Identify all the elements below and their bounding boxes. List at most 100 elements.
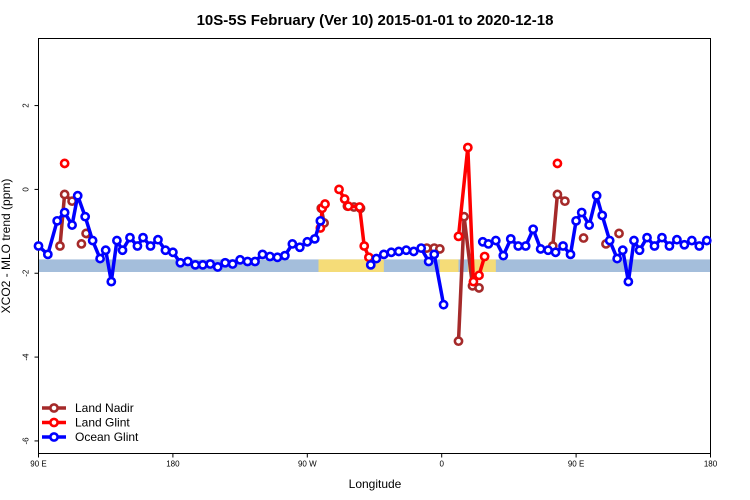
y-tick-label-2: -2 [22,269,31,277]
ocean-glint-point-2-30 [686,235,697,246]
ocean-glint-point-2-10 [550,247,561,258]
ocean-glint-point-0-31 [257,249,268,260]
ocean-glint-point-0-13 [125,232,135,243]
ocean-glint-point-2-3 [498,250,509,261]
land-nadir-point-0-1 [59,189,70,200]
ocean-glint-point-2-20 [617,245,628,256]
land-nadir-point-8-0 [434,244,445,254]
ocean-glint-point-0-17 [153,234,163,245]
ocean-glint-point-0-39 [315,215,326,226]
ocean-glint-point-1-9 [429,249,440,260]
x-tick-label-5: 180 [704,460,718,469]
ocean-glint-point-2-22 [629,235,639,246]
ocean-glint-point-2-1 [483,239,494,249]
ocean-glint-point-1-2 [378,249,389,260]
ocean-glint-point-0-33 [272,252,283,263]
ocean-glint-point-2-13 [571,215,581,226]
land-band-1 [439,259,459,272]
ocean-glint-point-2-26 [657,232,667,243]
land-glint-point-0-0 [59,158,70,169]
ocean-glint-point-2-32 [701,235,712,246]
ocean-glint-point-1-1 [371,253,382,264]
ocean-glint-point-0-10 [106,276,117,287]
land-glint-point-4-2 [468,276,479,287]
ocean-glint-point-2-27 [664,241,675,251]
ocean-glint-point-2-24 [642,232,652,243]
ocean-glint-point-0-37 [302,236,313,247]
legend-label-land-nadir: Land Nadir [75,401,134,415]
ocean-glint-point-0-15 [138,232,148,243]
land-glint-point-4-1 [462,142,473,153]
y-tick-label-1: 0 [22,187,31,192]
ocean-glint-point-0-25 [212,262,223,272]
ocean-glint-point-0-35 [287,239,298,249]
ocean-glint-point-0-19 [167,247,178,258]
ocean-glint-point-0-7 [87,235,98,246]
land-nadir-point-4-0 [614,228,624,239]
y-axis: 2 0 -2 -4 -6 [22,103,39,445]
ocean-glint-point-0-8 [95,253,105,264]
ocean-glint-point-2-2 [490,235,501,246]
ocean-glint-point-0-28 [235,254,245,265]
y-tick-label-3: -4 [22,353,31,361]
ocean-glint-point-0-34 [279,250,290,261]
ocean-glint-point-2-14 [576,207,587,218]
ocean-glint-point-0-21 [182,256,193,267]
ocean-glint-point-1-10 [438,299,449,310]
ocean-glint-point-0-22 [190,259,201,270]
land-nadir-point-9-0 [453,336,464,347]
ocean-glint-point-2-23 [634,245,645,256]
series-layer [33,142,712,347]
land-glint-point-2-2 [320,199,330,209]
land-glint-point-3-0 [334,184,344,195]
ocean-glint-point-2-15 [584,220,595,230]
land-nadir-point-2-1 [552,189,563,200]
ocean-glint-point-2-7 [528,224,539,235]
x-tick-label-1: 180 [166,460,180,469]
ocean-glint-point-0-29 [242,256,253,267]
ocean-glint-point-0-24 [205,259,216,269]
legend-marker-land-glint [49,417,59,428]
ocean-glint-point-2-9 [543,245,553,256]
land-glint-point-1-0 [552,158,563,169]
ocean-glint-point-2-19 [612,253,623,264]
land-glint-point-4-0 [453,231,464,242]
land-nadir-point-9-3 [474,283,484,293]
land-glint-point-3-2 [343,201,354,212]
land-glint-point-4-3 [474,270,484,281]
ocean-glint-point-2-16 [591,190,602,201]
series-ocean-glint [33,190,712,310]
land-nadir-point-10-0 [76,239,87,249]
ocean-glint-point-0-2 [52,215,63,226]
x-tick-label-4: 90 E [568,460,584,469]
y-tick-label-4: -6 [22,437,31,445]
x-tick-label-2: 90 W [298,460,317,469]
legend-label-land-glint: Land Glint [75,416,130,430]
x-axis-label: Longitude [349,477,402,491]
ocean-glint-point-0-6 [80,211,91,222]
ocean-glint-point-0-5 [72,190,83,201]
ocean-glint-point-0-9 [100,245,111,256]
land-nadir-point-0-0 [55,241,65,251]
ocean-glint-point-0-20 [175,257,186,268]
land-nadir-point-2-2 [560,196,570,207]
land-glint-point-3-5 [363,252,374,263]
y-axis-label: XCO2 - MLO trend (ppm) [0,179,13,314]
ocean-glint-point-2-4 [505,233,516,244]
ocean-glint-point-1-6 [408,246,419,257]
ocean-glint-point-2-6 [520,241,531,251]
ocean-glint-point-0-0 [33,241,44,251]
ocean-glint-point-1-5 [401,245,412,256]
ocean-glint-point-2-18 [604,235,615,246]
ocean-glint-point-0-38 [309,233,320,244]
legend-marker-land-nadir [49,403,59,413]
ocean-glint-point-0-1 [42,249,53,260]
ocean-glint-point-0-32 [265,251,275,262]
ocean-glint-point-0-14 [132,241,143,251]
ocean-glint-point-2-31 [694,241,705,251]
series-land-glint [59,142,563,287]
ocean-glint-point-0-4 [67,220,77,230]
ocean-glint-point-0-26 [220,257,231,268]
ocean-glint-point-1-7 [416,243,427,253]
